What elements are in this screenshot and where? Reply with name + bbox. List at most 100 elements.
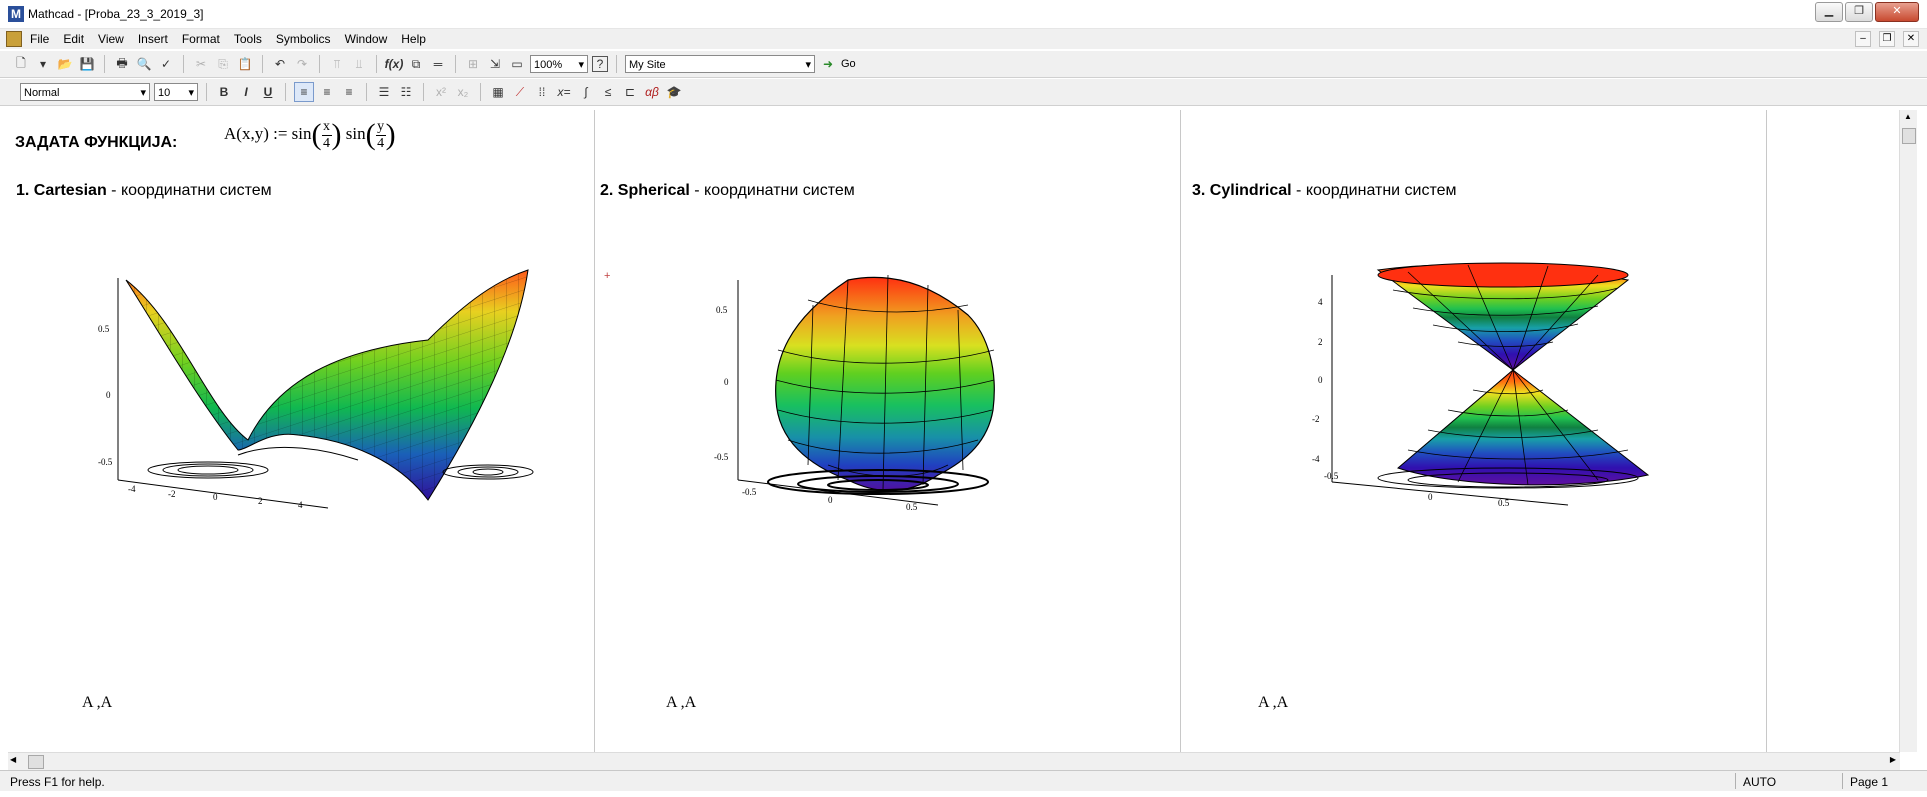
page-divider [1180, 110, 1181, 752]
worksheet[interactable]: ЗАДАТА ФУНКЦИЈА: A(x,y) := sin(x 4) sin(y… [8, 110, 1900, 752]
subscript-icon[interactable]: x₂ [457, 85, 469, 99]
horizontal-scrollbar[interactable]: ◀ ▶ [8, 752, 1900, 770]
font-size-select[interactable]: 10 [154, 83, 198, 102]
menu-file[interactable]: File [30, 32, 50, 46]
paste-icon[interactable]: 📋 [237, 57, 253, 71]
underline-button[interactable]: U [263, 85, 273, 99]
menu-help[interactable]: Help [401, 32, 426, 46]
doc-minimize-button[interactable]: – [1855, 31, 1871, 47]
status-calc-mode: AUTO [1743, 775, 1777, 789]
minimize-button[interactable]: ▁ [1815, 2, 1843, 22]
print-preview-icon[interactable]: 🔍 [136, 57, 152, 71]
boolean-toolbar-icon[interactable]: ≤ [604, 85, 612, 99]
calculate-icon[interactable]: ═ [433, 57, 443, 71]
x-tick-label: 0 [1428, 492, 1433, 502]
scroll-right-icon[interactable]: ▶ [1889, 755, 1896, 764]
z-tick-label: -0.5 [714, 452, 729, 462]
align-left-icon[interactable]: ≡ [294, 82, 314, 102]
x-tick-label: 0.5 [1498, 498, 1510, 508]
style-select[interactable]: Normal [20, 83, 150, 102]
zoom-select[interactable]: 100% [530, 55, 588, 74]
copy-icon[interactable]: ⎘ [218, 56, 228, 71]
insert-component-icon[interactable]: ⊞ [467, 57, 479, 71]
insert-unit-icon[interactable]: ⧉ [411, 56, 421, 71]
italic-button[interactable]: I [244, 85, 248, 99]
scroll-left-icon[interactable]: ◀ [10, 755, 17, 764]
menu-insert[interactable]: Insert [137, 32, 168, 46]
vertical-scrollbar[interactable]: ▲ [1899, 110, 1917, 752]
formatting-toolbar: Normal 10 B I U ≡ ≡ ≡ ☰ ☷ x² x₂ ▦ ⟋ ⁞⁞ x… [0, 78, 1927, 106]
help-icon[interactable]: ? [592, 56, 608, 72]
x-tick-label: 0 [213, 492, 218, 502]
title-bar: M Mathcad - [Proba_23_3_2019_3] ▁ ❐ ✕ [0, 0, 1927, 29]
scroll-up-icon[interactable]: ▲ [1904, 112, 1912, 121]
open-folder-icon[interactable]: 📂 [57, 57, 73, 71]
programming-toolbar-icon[interactable]: ⊏ [624, 85, 636, 99]
save-icon[interactable]: 💾 [79, 57, 95, 71]
menu-edit[interactable]: Edit [63, 32, 85, 46]
status-page-number: Page 1 [1850, 775, 1889, 789]
menu-tools[interactable]: Tools [233, 32, 262, 46]
x-tick-label: 0.5 [906, 502, 918, 512]
window-title: Mathcad - [Proba_23_3_2019_3] [28, 7, 204, 21]
undo-icon[interactable]: ↶ [274, 57, 286, 71]
align-right-icon[interactable]: ≡ [345, 85, 353, 99]
redo-icon[interactable]: ↷ [296, 57, 308, 71]
cylindrical-surface-plot[interactable]: 4 2 0 -2 -4 -0.5 0 0.5 [1298, 260, 1678, 530]
go-button[interactable]: Go [841, 58, 856, 70]
plot-label-cartesian[interactable]: A ,A [82, 694, 113, 711]
spherical-surface-plot[interactable]: 0.5 0 -0.5 -0.5 0 0.5 [698, 260, 1078, 520]
x-tick-label: -0.5 [1324, 471, 1339, 481]
x-tick-label: 0 [828, 495, 833, 505]
z-tick-label: 0.5 [716, 305, 728, 315]
symbolic-toolbar-icon[interactable]: 🎓 [666, 85, 682, 99]
align-across-icon[interactable]: ⫫ [355, 56, 363, 71]
bold-button[interactable]: B [219, 85, 229, 99]
x-tick-label: 4 [298, 500, 303, 510]
vertical-scroll-thumb[interactable] [1902, 128, 1916, 144]
menu-view[interactable]: View [98, 32, 124, 46]
numbering-icon[interactable]: ☷ [400, 85, 412, 99]
print-icon[interactable]: 🖶 [116, 55, 128, 70]
plot-label-spherical[interactable]: A ,A [666, 694, 697, 711]
site-select[interactable]: My Site [625, 55, 815, 74]
calculator-toolbar-icon[interactable]: ▦ [492, 85, 504, 99]
superscript-icon[interactable]: x² [436, 85, 446, 99]
greek-toolbar-icon[interactable]: αβ [645, 85, 659, 99]
cursor-crosshair-icon: + [604, 270, 611, 282]
x-tick-label: -0.5 [742, 487, 757, 497]
maximize-button[interactable]: ❐ [1845, 2, 1873, 22]
new-document-icon[interactable]: 🗋 [16, 55, 26, 70]
z-tick-label: 4 [1318, 297, 1323, 307]
window-icon[interactable]: ▭ [511, 57, 523, 71]
evaluation-toolbar-icon[interactable]: x= [557, 85, 571, 99]
horizontal-scroll-thumb[interactable] [28, 755, 44, 769]
x-tick-label: -2 [168, 489, 176, 499]
function-definition[interactable]: A(x,y) := sin(x 4) sin(y 4) [224, 118, 396, 151]
matrix-toolbar-icon[interactable]: ⁞⁞ [538, 85, 546, 99]
new-dropdown-icon[interactable]: ▾ [39, 57, 47, 71]
z-tick-label: -2 [1312, 414, 1320, 424]
menu-symbolics[interactable]: Symbolics [275, 32, 331, 46]
status-bar: Press F1 for help. AUTO Page 1 [0, 770, 1927, 791]
cut-icon[interactable]: ✂ [195, 57, 207, 71]
align-center-icon[interactable]: ≡ [323, 85, 331, 99]
insert-function-icon[interactable]: f(x) [384, 57, 404, 71]
menu-format[interactable]: Format [181, 32, 220, 46]
doc-close-button[interactable]: ✕ [1903, 31, 1919, 47]
close-button[interactable]: ✕ [1875, 2, 1919, 22]
resource-center-icon[interactable]: ⇲ [489, 57, 501, 71]
spell-check-icon[interactable]: ✓ [160, 57, 172, 71]
plot-label-cylindrical[interactable]: A ,A [1258, 694, 1289, 711]
graph-toolbar-icon[interactable]: ⟋ [515, 84, 525, 99]
standard-toolbar: 🗋 ▾ 📂 💾 🖶 🔍 ✓ ✂ ⎘ 📋 ↶ ↷ ⫪ ⫫ f(x) ⧉ ═ ⊞ ⇲… [0, 50, 1927, 78]
z-tick-label: 0 [1318, 375, 1323, 385]
cartesian-surface-plot[interactable]: 0.5 0 -0.5 -4 -2 0 2 4 [98, 260, 548, 530]
doc-restore-button[interactable]: ❐ [1879, 31, 1895, 47]
go-arrow-icon[interactable]: ➜ [822, 57, 834, 71]
align-top-icon[interactable]: ⫪ [333, 56, 341, 71]
document-icon[interactable] [6, 31, 22, 47]
calculus-toolbar-icon[interactable]: ∫ [584, 85, 588, 99]
bullets-icon[interactable]: ☰ [378, 85, 390, 99]
menu-window[interactable]: Window [344, 32, 388, 46]
